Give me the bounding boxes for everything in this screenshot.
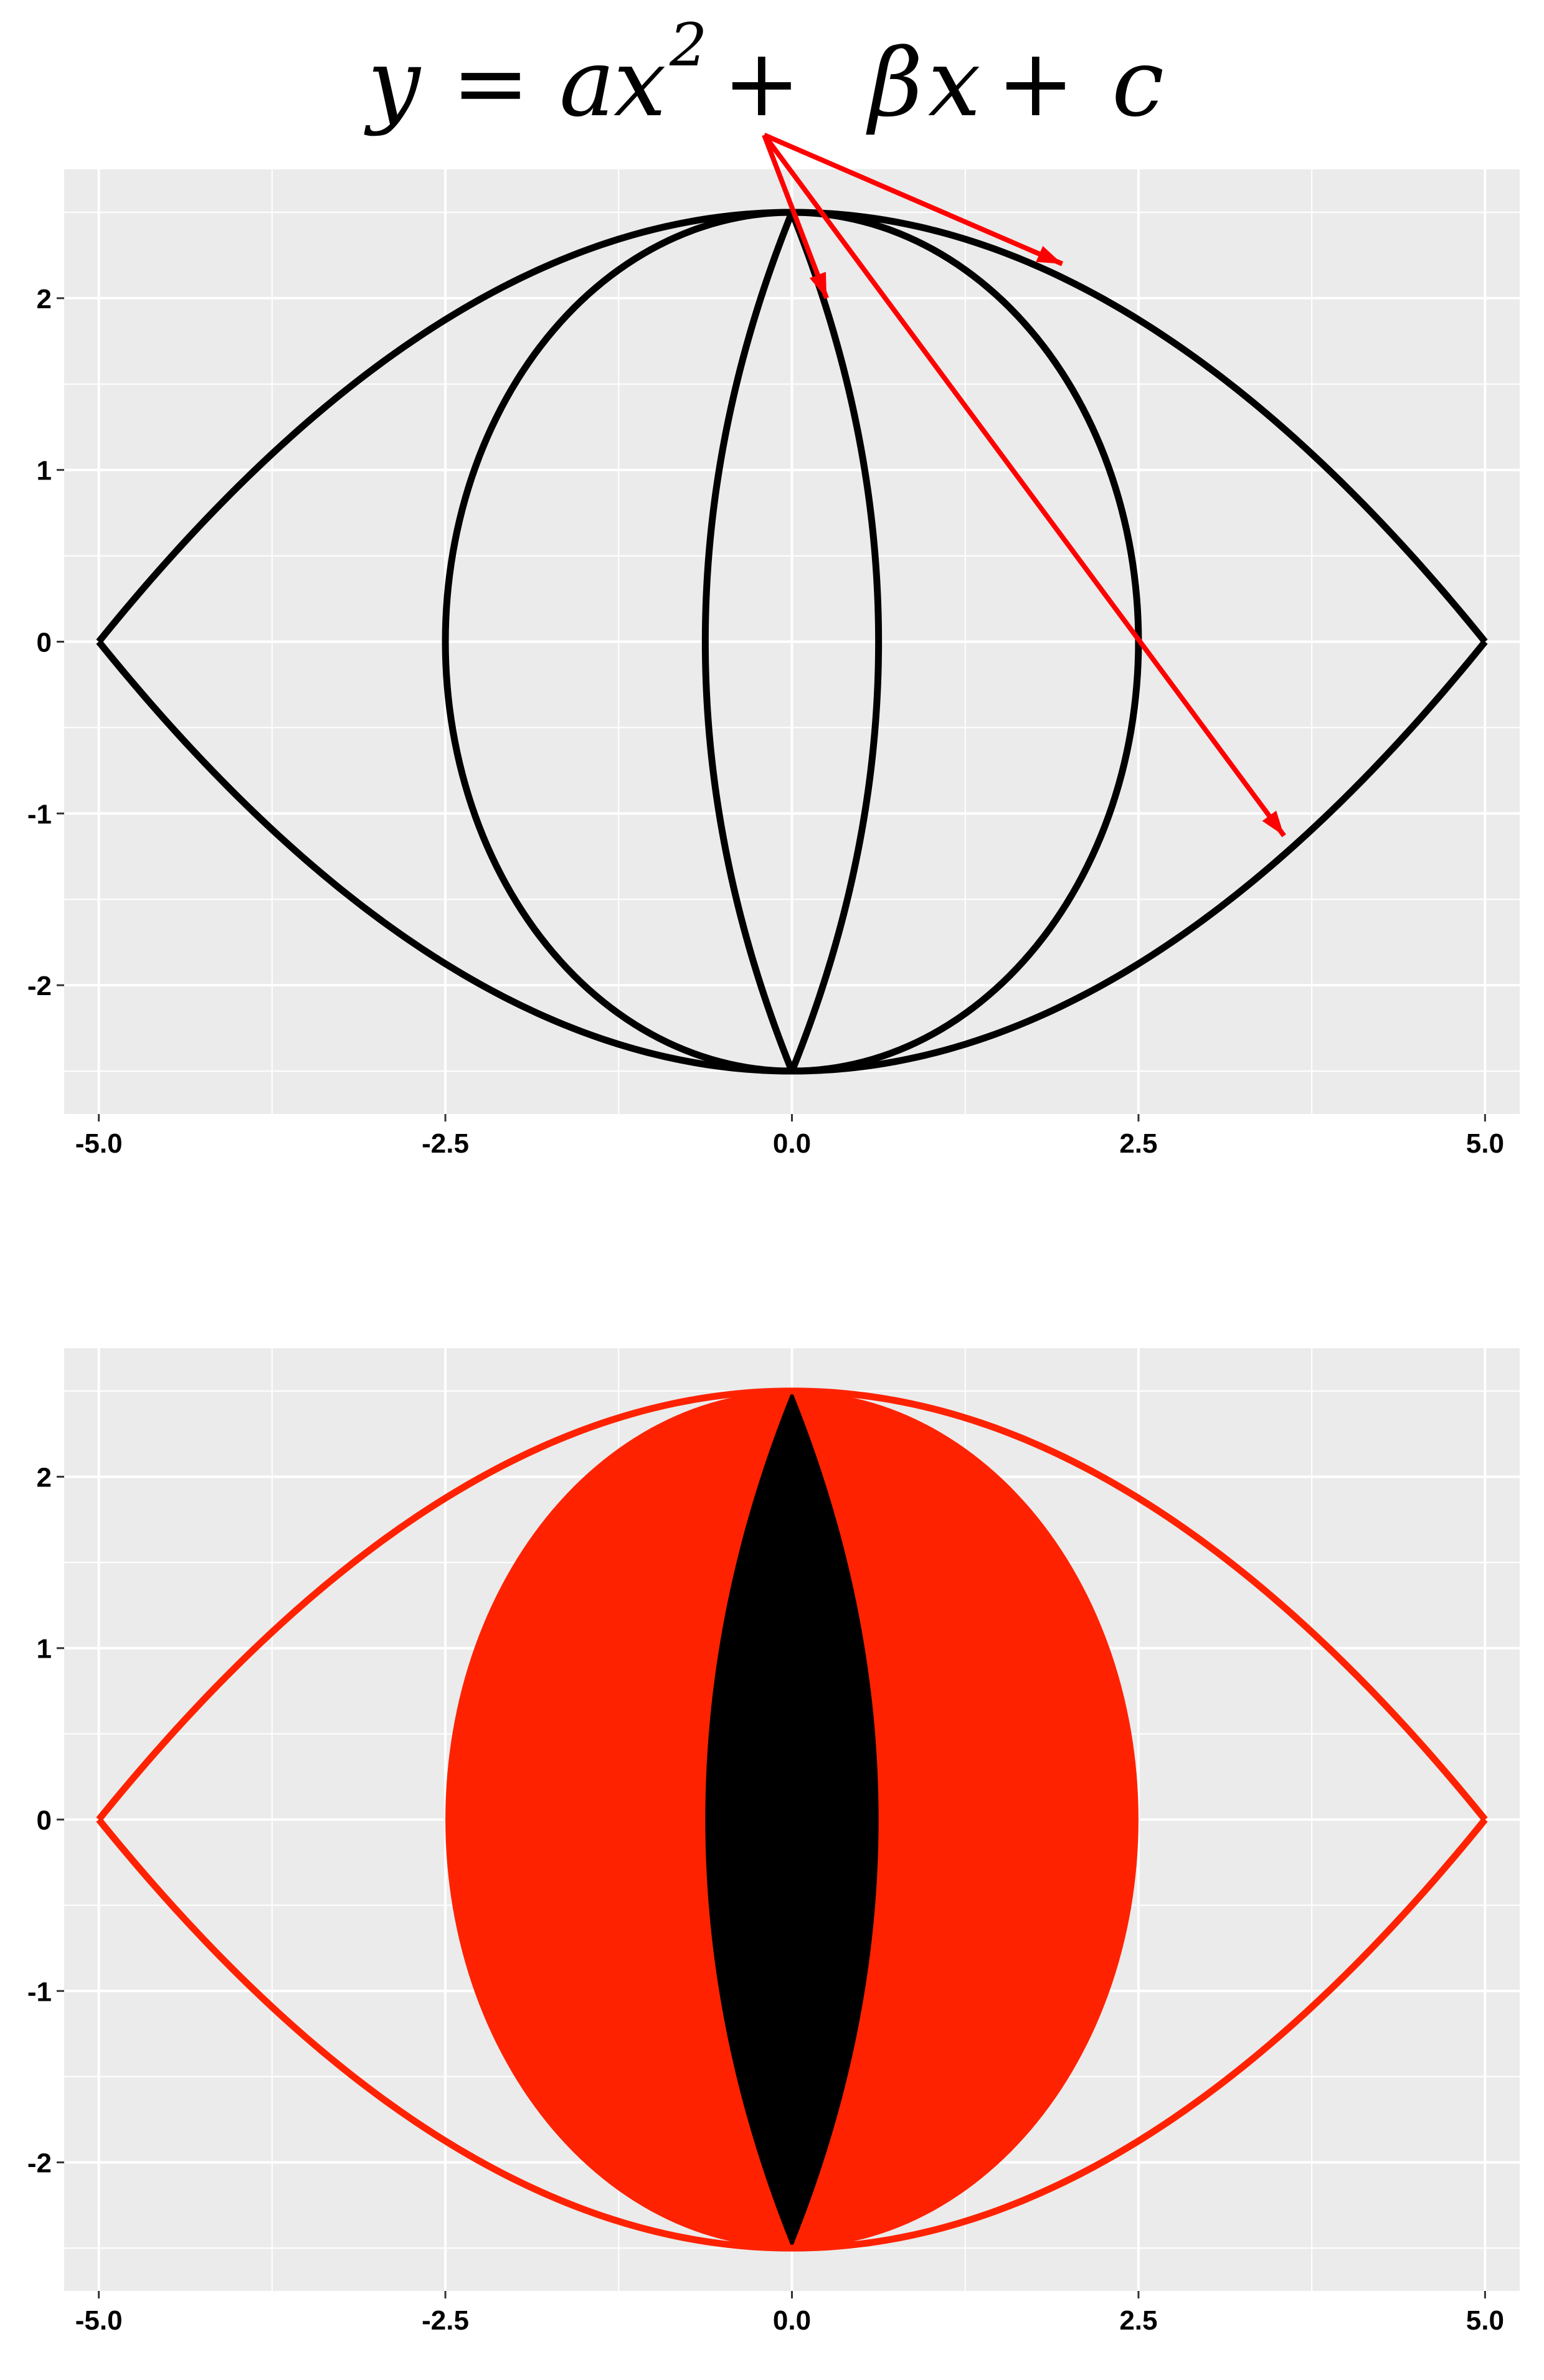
x-tick-label: 0.0 [773, 2305, 811, 2336]
equation-plus-1: + [722, 29, 801, 138]
equation-x2: x [928, 29, 981, 138]
pupil-left-curve [701, 210, 795, 1073]
equation-beta: β [866, 29, 923, 138]
equation-exponent: 2 [669, 11, 707, 80]
y-tick-label: 0 [37, 1805, 52, 1836]
y-tick-label: 2 [37, 284, 52, 314]
equation-plus-2: + [997, 29, 1075, 138]
annotation-arrow [762, 133, 1286, 838]
equation-equals: = [452, 29, 530, 138]
x-axis-ticks: -5.0 -2.5 0.0 2.5 5.0 [75, 1114, 1504, 1159]
x-tick-label: 0.0 [773, 1128, 811, 1159]
equation: y = a x 2 + β x + c [364, 11, 1164, 138]
equation-c: c [1112, 29, 1164, 138]
y-tick-label: 1 [37, 1634, 52, 1665]
y-tick-label: 1 [37, 456, 52, 486]
y-tick-label: 0 [37, 628, 52, 658]
x-tick-label: 5.0 [1466, 2305, 1504, 2336]
arrow-head [809, 272, 827, 298]
y-tick-label: -2 [27, 2148, 52, 2179]
arrow-head [1262, 810, 1284, 836]
annotation-arrow [762, 134, 829, 300]
lower-eyelid-curve [96, 1817, 1488, 2252]
x-tick-label: -2.5 [422, 1128, 469, 1159]
equation-a: a [559, 29, 615, 138]
x-tick-label: -2.5 [422, 2305, 469, 2336]
eye-shapes [96, 1387, 1488, 2252]
chart-bottom: -5.0 -2.5 0.0 2.5 5.0 -2 -1 0 1 2 [27, 1348, 1520, 2336]
arrow-shaft [762, 133, 1286, 838]
y-tick-label: -2 [27, 971, 52, 1001]
arrow-head [1036, 245, 1063, 264]
x-axis-ticks: -5.0 -2.5 0.0 2.5 5.0 [75, 2291, 1504, 2336]
y-tick-label: -1 [27, 799, 52, 829]
x-tick-label: 2.5 [1119, 1128, 1157, 1159]
x-tick-label: 2.5 [1119, 2305, 1157, 2336]
equation-y: y [364, 29, 422, 138]
y-tick-label: -1 [27, 1976, 52, 2007]
x-tick-label: 5.0 [1466, 1128, 1504, 1159]
chart-top: -5.0 -2.5 0.0 2.5 5.0 -2 -1 0 1 2 [27, 169, 1520, 1159]
y-axis-ticks: -2 -1 0 1 2 [27, 1462, 64, 2179]
x-tick-label: -5.0 [75, 1128, 123, 1159]
annotation-arrow [763, 133, 1064, 267]
x-tick-label: -5.0 [75, 2305, 123, 2336]
y-tick-label: 2 [37, 1462, 52, 1493]
pupil-fill [705, 1391, 879, 2249]
iris-ellipse [442, 209, 1142, 1075]
equation-x: x [613, 29, 666, 138]
pupil-right-curve [789, 210, 883, 1073]
arrow-shaft [763, 133, 1064, 267]
y-axis-ticks: -2 -1 0 1 2 [27, 284, 64, 1001]
arrow-shaft [762, 134, 829, 300]
upper-eyelid-curve [96, 1387, 1488, 1822]
